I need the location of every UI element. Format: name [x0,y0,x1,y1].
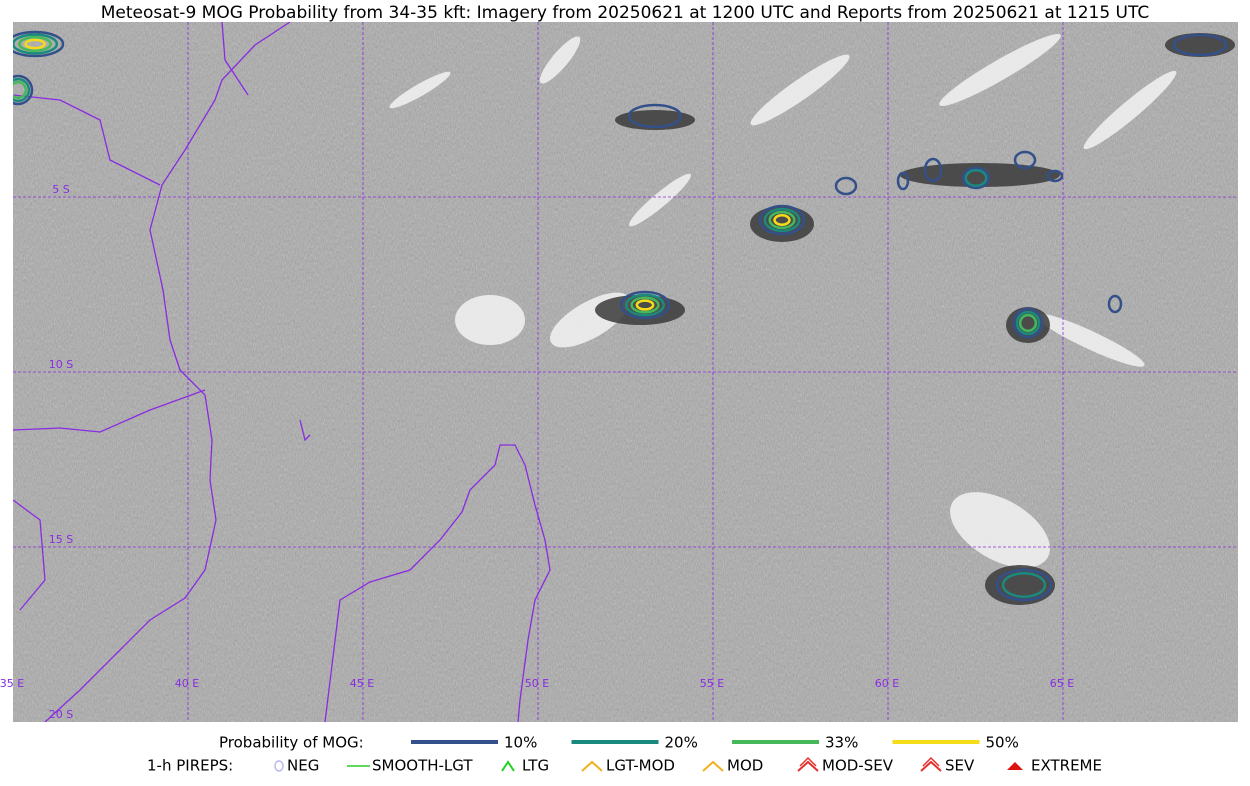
graticule [13,22,1238,722]
legend-label: 20% [665,734,698,752]
legend-label: EXTREME [1031,757,1102,775]
africa-coast [44,22,291,722]
legend-icon [922,756,940,767]
lat-label: 15 S [49,533,73,546]
border [13,499,46,611]
graticule-labels: 35 E 40 E 45 E 50 E 55 E 60 E 65 E 5 S 10 S 15 S 2… [0,183,1074,721]
contour [13,30,65,58]
probability-contours [13,30,1228,602]
contour [1018,313,1038,333]
legend-icon [797,760,819,772]
madagascar-coast [324,444,551,722]
legend-icon [274,760,284,772]
contour [964,168,988,188]
border [13,94,161,186]
legend-icon [799,756,817,767]
coastlines [13,22,551,722]
legend-label: SMOOTH-LGT [372,757,473,775]
cloud-streaks [389,33,1177,568]
contour [923,157,943,183]
island [299,419,311,442]
contour [961,166,991,190]
contour [1172,33,1228,57]
contour [1046,169,1064,183]
legend-label: 50% [986,734,1019,752]
lon-label: 40 E [175,677,199,690]
lon-label: 50 E [525,677,549,690]
legend-label: LTG [522,757,549,775]
contour [13,77,31,103]
legend-label: NEG [287,757,319,775]
legend-label: SEV [945,757,975,775]
contour [630,296,660,314]
contour [758,204,806,236]
lat-label: 20 S [49,708,73,721]
legend-title: 1-h PIREPS: [147,757,233,775]
legend-icon [1007,762,1023,770]
contour [13,80,28,100]
lon-label: 55 E [700,677,724,690]
contour [24,38,46,50]
map [13,22,1238,722]
contour [834,176,858,196]
legend-icon [501,760,515,772]
legend-label: 10% [504,734,537,752]
contour [625,293,665,317]
lat-label: 5 S [52,183,69,196]
contour [768,210,796,230]
contour [1001,572,1047,598]
legend-label: 33% [825,734,858,752]
lon-label: 35 E [0,677,24,690]
legend-label: MOD [727,757,763,775]
contour [635,299,655,311]
contour [13,74,34,106]
legend: Probability of MOG: 10% 20% 33% 50% 1-h PIREP… [147,734,1102,775]
lon-label: 60 E [875,677,899,690]
legend-icon [702,760,724,772]
legend-label: MOD-SEV [822,757,894,775]
contour [995,568,1053,602]
border [13,389,206,433]
lon-label: 45 E [350,677,374,690]
lat-label: 10 S [49,358,73,371]
lon-label: 65 E [1050,677,1074,690]
legend-label: LGT-MOD [606,757,675,775]
contour [896,171,910,191]
contour [627,103,683,129]
legend-icon [920,760,942,772]
contour [619,290,671,320]
title: Meteosat-9 MOG Probability from 34-35 kf… [101,3,1150,23]
contour [1013,150,1037,170]
contour [763,207,801,233]
contour [1012,307,1044,339]
legend-title: Probability of MOG: [219,734,364,752]
contour [1107,294,1123,314]
contour [773,213,791,227]
legend-icon [581,760,603,772]
border [221,22,249,96]
contour [18,36,52,52]
contour [13,33,59,55]
contour [1015,310,1041,336]
